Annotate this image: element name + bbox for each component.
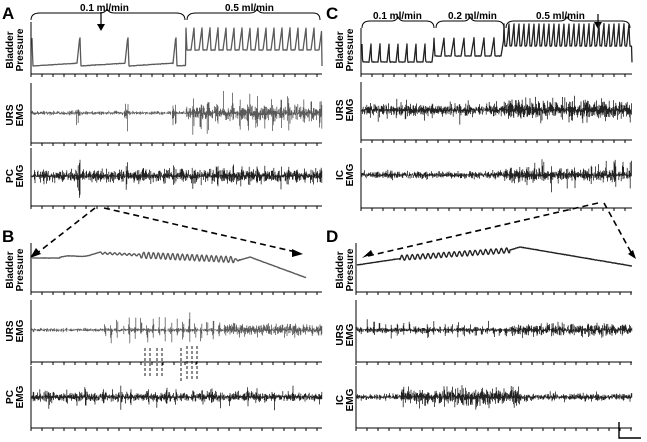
ylabel-a1-l1: Bladder xyxy=(5,31,16,68)
rate-c-3: 0.5 ml/min xyxy=(536,11,585,22)
traces xyxy=(31,23,633,411)
emg-trace-a-pc xyxy=(31,159,323,198)
emg-trace-c-urs xyxy=(361,95,632,125)
ylabel-c1-l1: Bladder xyxy=(335,31,346,68)
ylabel-a1-l2: Pressure xyxy=(15,28,26,71)
ylabel-d2-l2: EMG xyxy=(345,323,356,346)
brace-a-1 xyxy=(30,7,186,21)
rate-c-2: 0.2 ml/min xyxy=(448,11,497,22)
emg-trace-b-pc xyxy=(31,385,323,411)
ylabel-c1-l2: Pressure xyxy=(345,28,356,71)
ylabel-c2-l2: EMG xyxy=(345,98,356,121)
ylabel-b2-l1: URS xyxy=(5,320,16,341)
zoom-arrowheads xyxy=(30,248,636,259)
ylabel-a3-l1: PC xyxy=(5,169,16,183)
ylabel-b2-l2: EMG xyxy=(15,319,26,342)
ylabel-b1-l1: Bladder xyxy=(5,251,16,288)
ylabel-c3-l1: IC xyxy=(335,170,346,180)
correlation-dashes xyxy=(144,346,198,381)
ylabel-a3-l2: EMG xyxy=(15,164,26,187)
pressure-trace-b xyxy=(31,251,307,279)
rate-braces xyxy=(30,7,631,29)
rate-c-1: 0.1 ml/min xyxy=(373,11,422,22)
panel-label-d: D xyxy=(326,227,338,246)
down-arrow-icon-a xyxy=(97,12,105,31)
ylabel-c2-l1: URS xyxy=(335,99,346,120)
rate-a-2: 0.5 ml/min xyxy=(225,3,274,14)
ylabel-a2-l2: EMG xyxy=(15,103,26,126)
pressure-trace-d xyxy=(356,246,633,267)
axis-c1 xyxy=(360,28,632,75)
ylabel-d1-l1: Bladder xyxy=(335,251,346,288)
ylabel-d1-l2: Pressure xyxy=(345,248,356,291)
brace-a-2 xyxy=(186,7,321,21)
scale-bar-icon xyxy=(618,422,641,439)
zoom-arrow-d-right xyxy=(603,202,633,255)
down-arrow-icon-c xyxy=(594,14,602,29)
zoom-arrow-b-left xyxy=(35,207,96,255)
axes xyxy=(30,22,632,431)
brace-c-3 xyxy=(505,15,631,29)
ylabel-d2-l1: URS xyxy=(335,324,346,345)
panel-label-c: C xyxy=(326,4,338,23)
panel-label-b: B xyxy=(2,227,14,246)
ylabel-c3-l2: EMG xyxy=(345,163,356,186)
emg-trace-d-urs xyxy=(356,319,633,339)
pressure-trace-c xyxy=(361,23,633,64)
pressure-trace-a xyxy=(31,27,323,67)
emg-trace-d-ic xyxy=(356,385,633,410)
zoom-arrow-d-left xyxy=(367,202,599,257)
dashed-zoom-arrow-icon xyxy=(35,202,633,257)
emg-trace-a-urs xyxy=(31,91,323,135)
panel-label-a: A xyxy=(2,4,14,23)
ylabel-b3-l1: PC xyxy=(5,390,16,404)
emg-trace-c-ic xyxy=(361,159,632,193)
ylabel-b1-l2: Pressure xyxy=(15,248,26,291)
emg-trace-b-urs xyxy=(31,312,323,344)
axis-d1 xyxy=(355,243,632,293)
ylabels: Bladder Pressure URS EMG PC EMG Bladder Pres… xyxy=(5,28,356,411)
zoom-arrow-b-right xyxy=(103,207,297,253)
ylabel-a2-l1: URS xyxy=(5,104,16,125)
ylabel-d3-l2: EMG xyxy=(345,388,356,411)
brace-c-2 xyxy=(435,15,505,29)
brace-c-1 xyxy=(361,15,435,29)
ylabel-b3-l2: EMG xyxy=(15,385,26,408)
rate-a-1: 0.1 ml/min xyxy=(80,3,129,14)
ylabel-d3-l1: IC xyxy=(335,395,346,405)
